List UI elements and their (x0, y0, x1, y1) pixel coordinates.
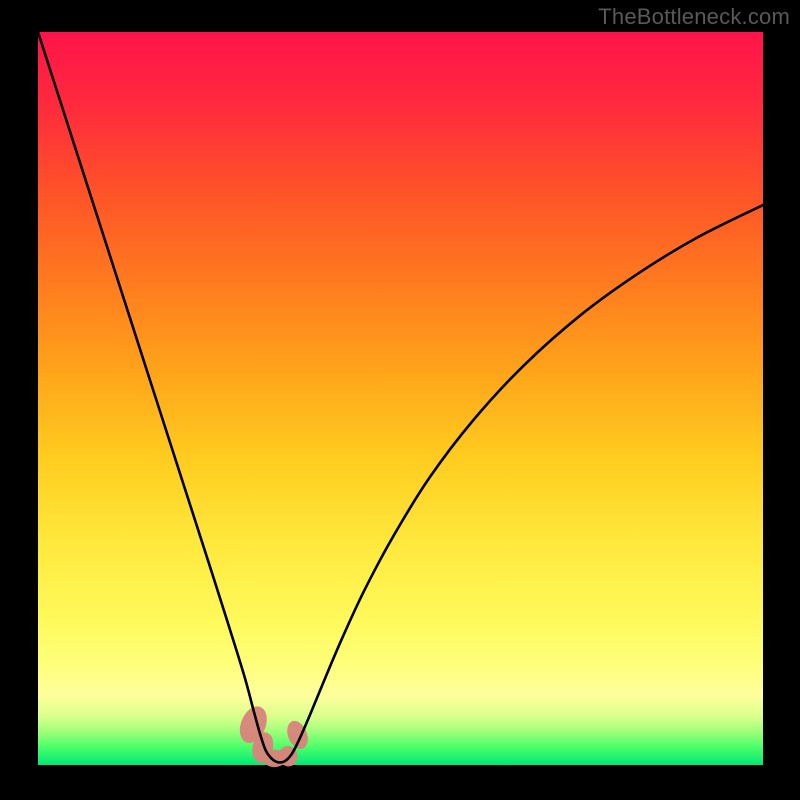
watermark-text: TheBottleneck.com (598, 4, 790, 30)
chart-stage: TheBottleneck.com (0, 0, 800, 800)
gradient-background (38, 32, 763, 765)
bottleneck-curve-chart (0, 0, 800, 800)
